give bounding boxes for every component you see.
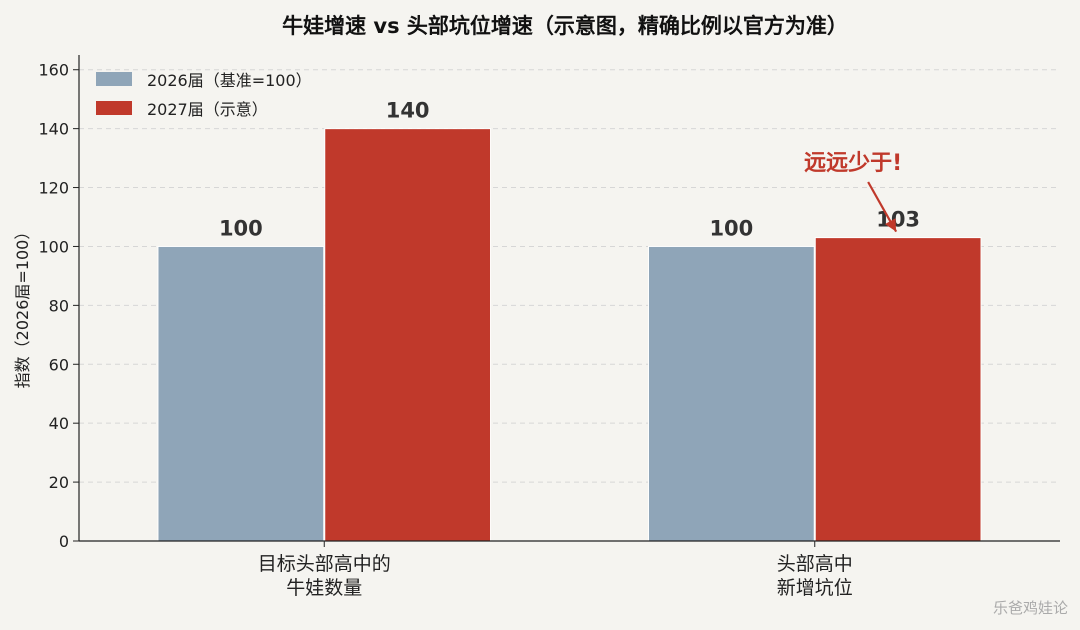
y-tick-label: 160 [38, 61, 69, 80]
watermark: 乐爸鸡娃论 [993, 599, 1068, 617]
chart-title: 牛娃增速 vs 头部坑位增速（示意图，精确比例以官方为准） [282, 14, 848, 38]
bar-value-label: 103 [876, 208, 920, 232]
data-labels: 100 140 100 103 [219, 99, 920, 241]
annotation-text: 远远少于! [804, 151, 902, 176]
annotation: 远远少于! [804, 151, 902, 233]
bar-value-label: 100 [219, 216, 263, 240]
bar-0-1 [324, 128, 492, 542]
x-category-label: 头部高中 [777, 553, 853, 575]
y-tick-label: 20 [49, 473, 69, 492]
legend-swatch [96, 72, 132, 86]
annotation-arrowhead [885, 218, 897, 232]
y-tick-label: 120 [38, 179, 69, 198]
bar-1-0 [647, 245, 815, 542]
y-tick-label: 0 [59, 532, 69, 551]
legend-swatch [96, 101, 132, 115]
bar-0-0 [157, 245, 325, 542]
bar-value-label: 100 [709, 216, 753, 240]
x-category-label: 目标头部高中的 [258, 553, 391, 575]
y-tick-label: 60 [49, 355, 69, 374]
y-tick-label: 80 [49, 296, 69, 315]
bars [157, 128, 982, 542]
legend: 2026届（基准=100） 2027届（示意） [96, 71, 312, 119]
y-tick-label: 140 [38, 120, 69, 139]
y-tick-label: 100 [38, 237, 69, 256]
legend-label: 2027届（示意） [147, 100, 268, 119]
y-tick-label: 40 [49, 414, 69, 433]
x-category-label: 牛娃数量 [286, 577, 362, 599]
legend-label: 2026届（基准=100） [147, 71, 312, 90]
bar-value-label: 140 [386, 99, 430, 123]
x-category-label: 新增坑位 [777, 577, 853, 599]
y-axis-label: 指数（2026届=100） [13, 224, 32, 389]
bar-1-1 [814, 237, 982, 542]
